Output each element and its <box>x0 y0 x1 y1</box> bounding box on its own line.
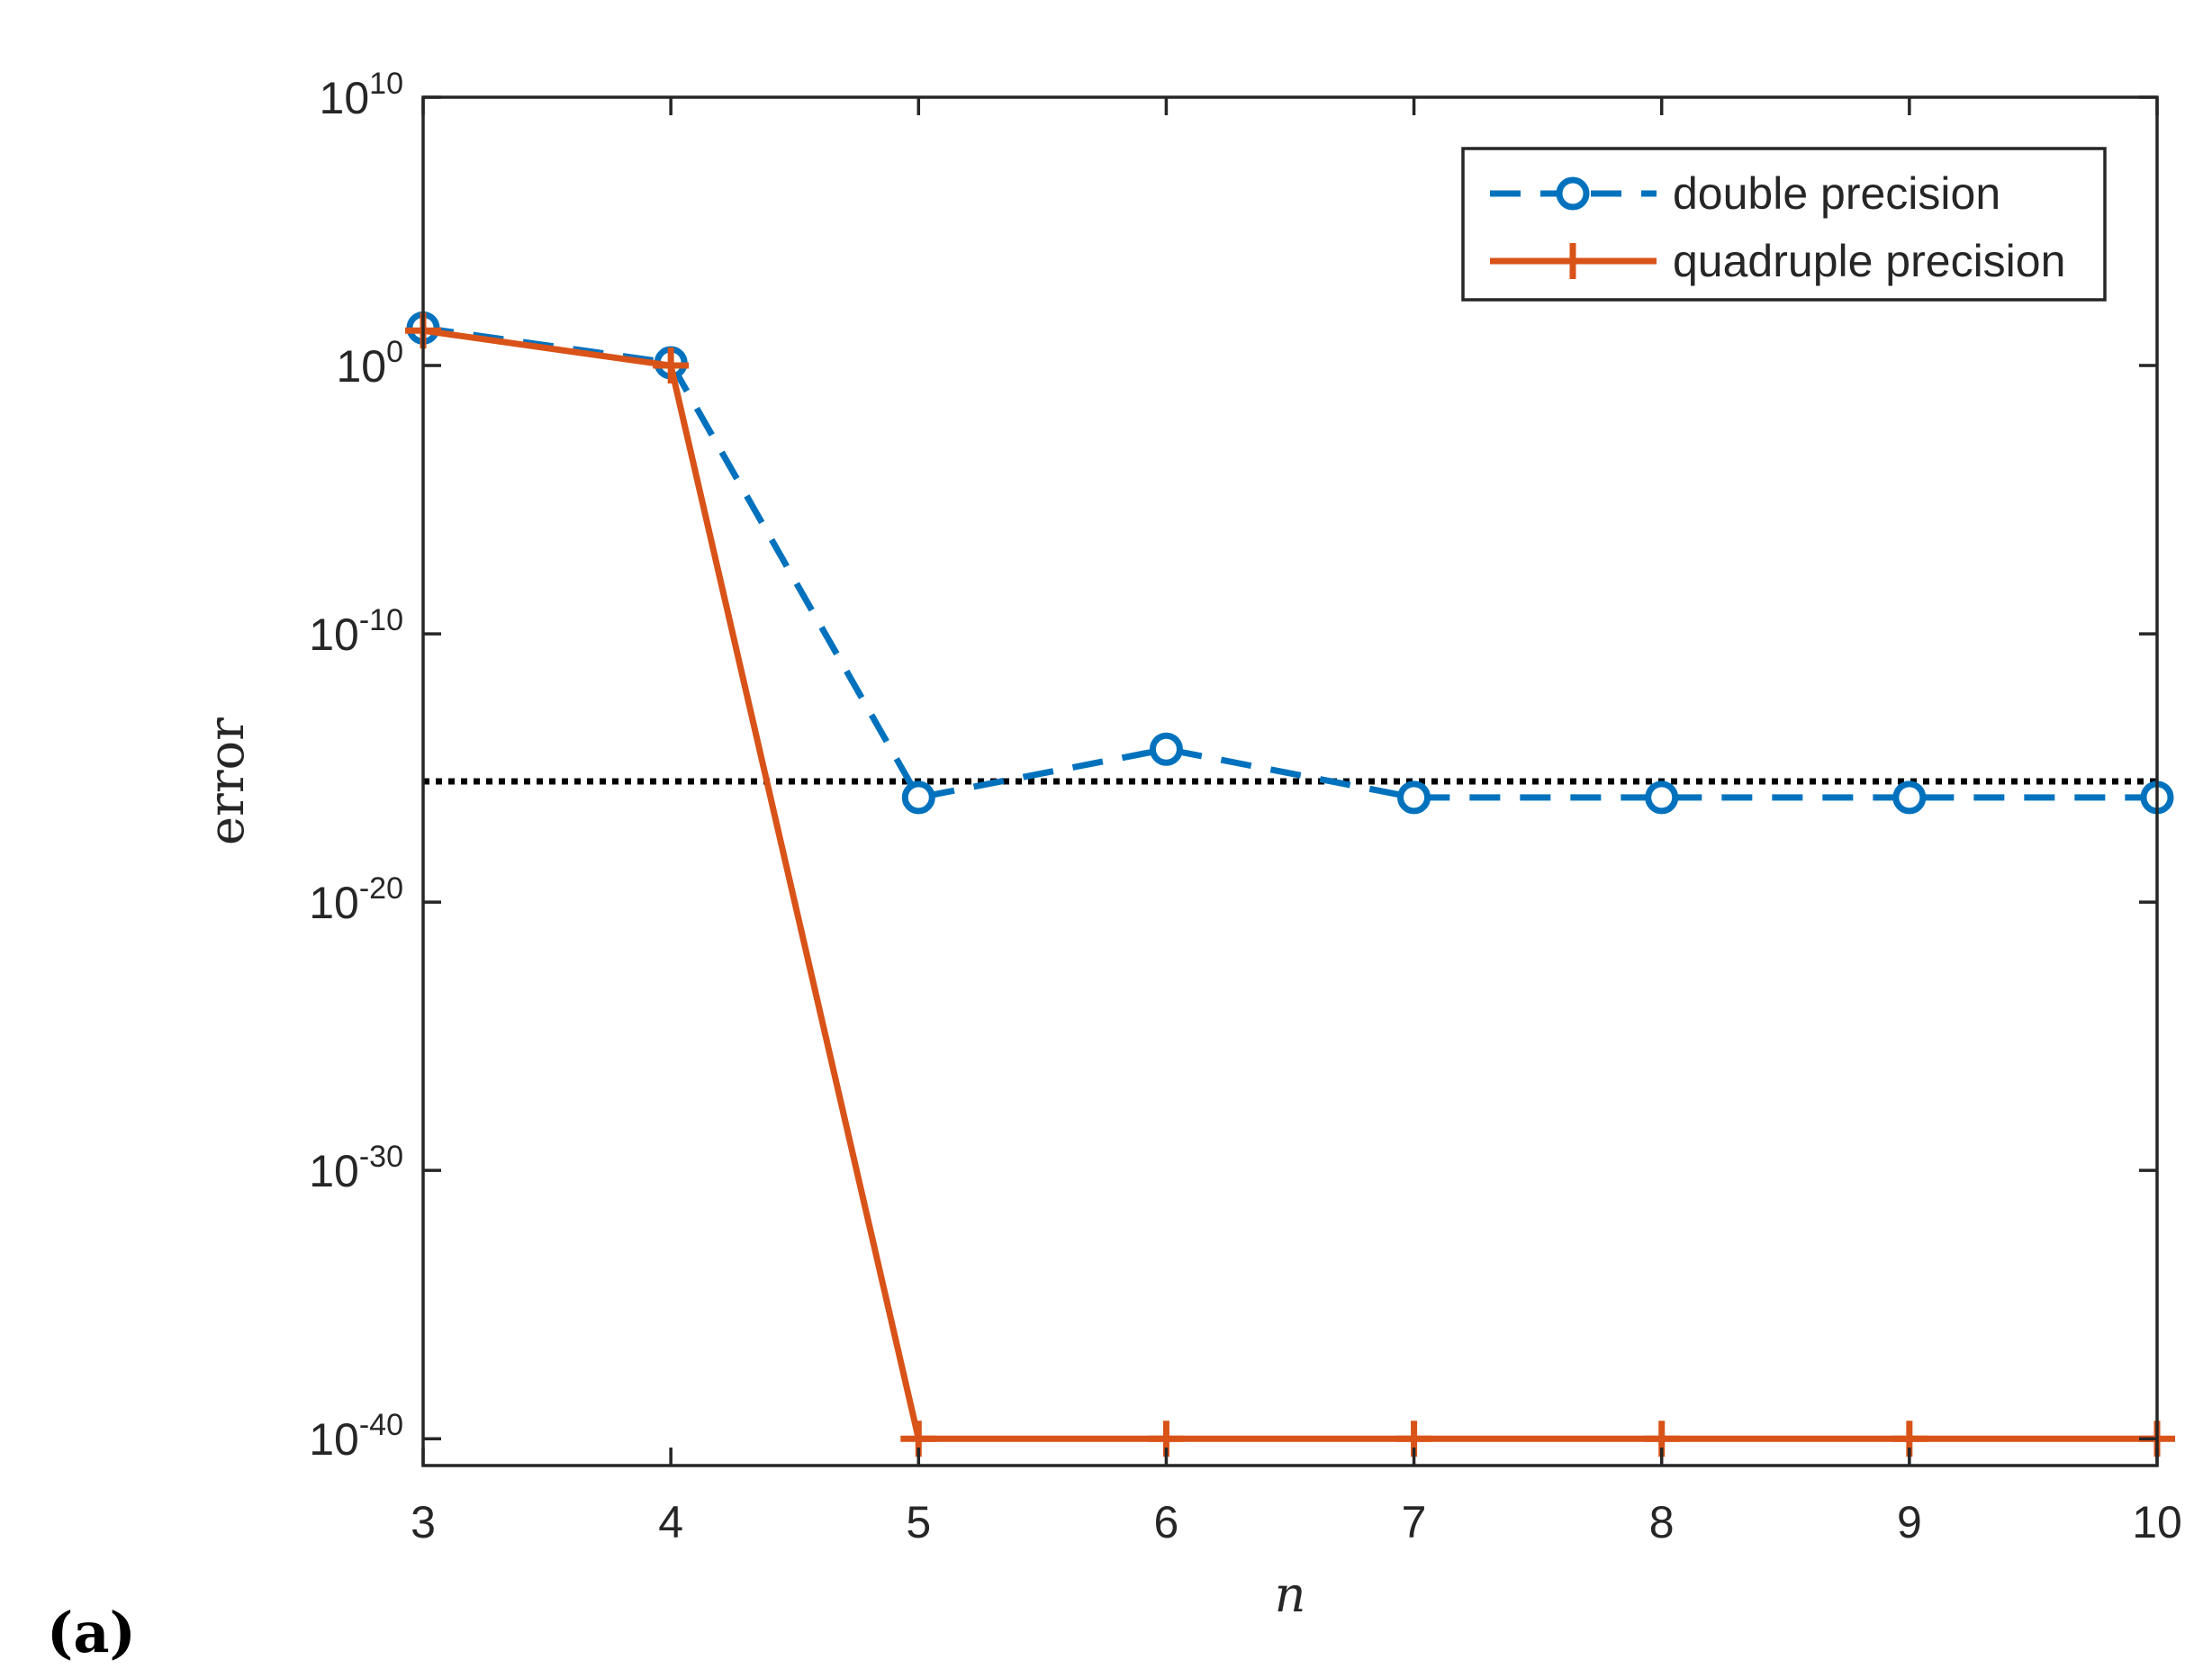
y-tick-base: 10 <box>320 73 370 123</box>
legend-entry: quadruple precision <box>1490 236 2065 286</box>
data-point-circle <box>1645 780 1679 815</box>
plot-area <box>423 97 2157 1466</box>
data-point-circle <box>1397 780 1431 815</box>
x-tick-label: 7 <box>1402 1497 1427 1547</box>
x-tick-label: 5 <box>906 1497 931 1547</box>
x-tick-label: 9 <box>1897 1497 1922 1547</box>
y-tick-base: 10 <box>336 341 386 392</box>
y-tick-exponent: 10 <box>369 67 403 101</box>
axes-box <box>421 95 2159 1467</box>
y-tick-label: 1010 <box>320 67 403 123</box>
legend-label: quadruple precision <box>1673 236 2065 286</box>
y-tick-base: 10 <box>309 878 359 928</box>
x-tick-label: 6 <box>1154 1497 1179 1547</box>
data-point-circle <box>1556 176 1590 211</box>
y-tick-exponent: 0 <box>386 335 403 369</box>
y-tick-exponent: -40 <box>359 1408 403 1442</box>
legend-label: double precision <box>1673 168 2000 219</box>
x-tick-label: 3 <box>411 1497 436 1547</box>
legend-entries: double precision quadruple precision <box>1490 168 2065 286</box>
y-tick-label: 10-10 <box>309 603 403 660</box>
y-tick-exponent: -30 <box>359 1140 403 1174</box>
x-tick-label: 8 <box>1649 1497 1675 1547</box>
x-tick-label: 10 <box>2132 1497 2182 1547</box>
legend: double precision quadruple precision <box>1461 147 2107 302</box>
y-tick-exponent: -10 <box>359 603 403 637</box>
y-tick-label: 10-30 <box>309 1140 403 1196</box>
panel-label: (a) <box>47 1600 136 1665</box>
series-layer <box>405 311 2175 1457</box>
y-tick-label: 100 <box>336 335 403 392</box>
data-point-circle <box>1892 780 1927 815</box>
ticks-layer <box>421 95 2159 1466</box>
y-tick-base: 10 <box>309 609 359 660</box>
y-tick-label: 10-20 <box>309 871 403 928</box>
legend-entry: double precision <box>1490 168 2000 219</box>
series-line <box>422 327 2157 1442</box>
data-point-circle <box>1149 732 1183 766</box>
y-tick-base: 10 <box>309 1414 359 1465</box>
y-tick-exponent: -20 <box>359 871 403 906</box>
x-axis-title: n <box>1275 1566 1306 1623</box>
y-tick-base: 10 <box>309 1146 359 1196</box>
y-tick-label: 10-40 <box>309 1408 403 1465</box>
series-line <box>422 324 2157 801</box>
x-tick-label: 4 <box>658 1497 683 1547</box>
data-point-circle <box>901 780 935 815</box>
y-axis-title: error <box>198 717 255 845</box>
